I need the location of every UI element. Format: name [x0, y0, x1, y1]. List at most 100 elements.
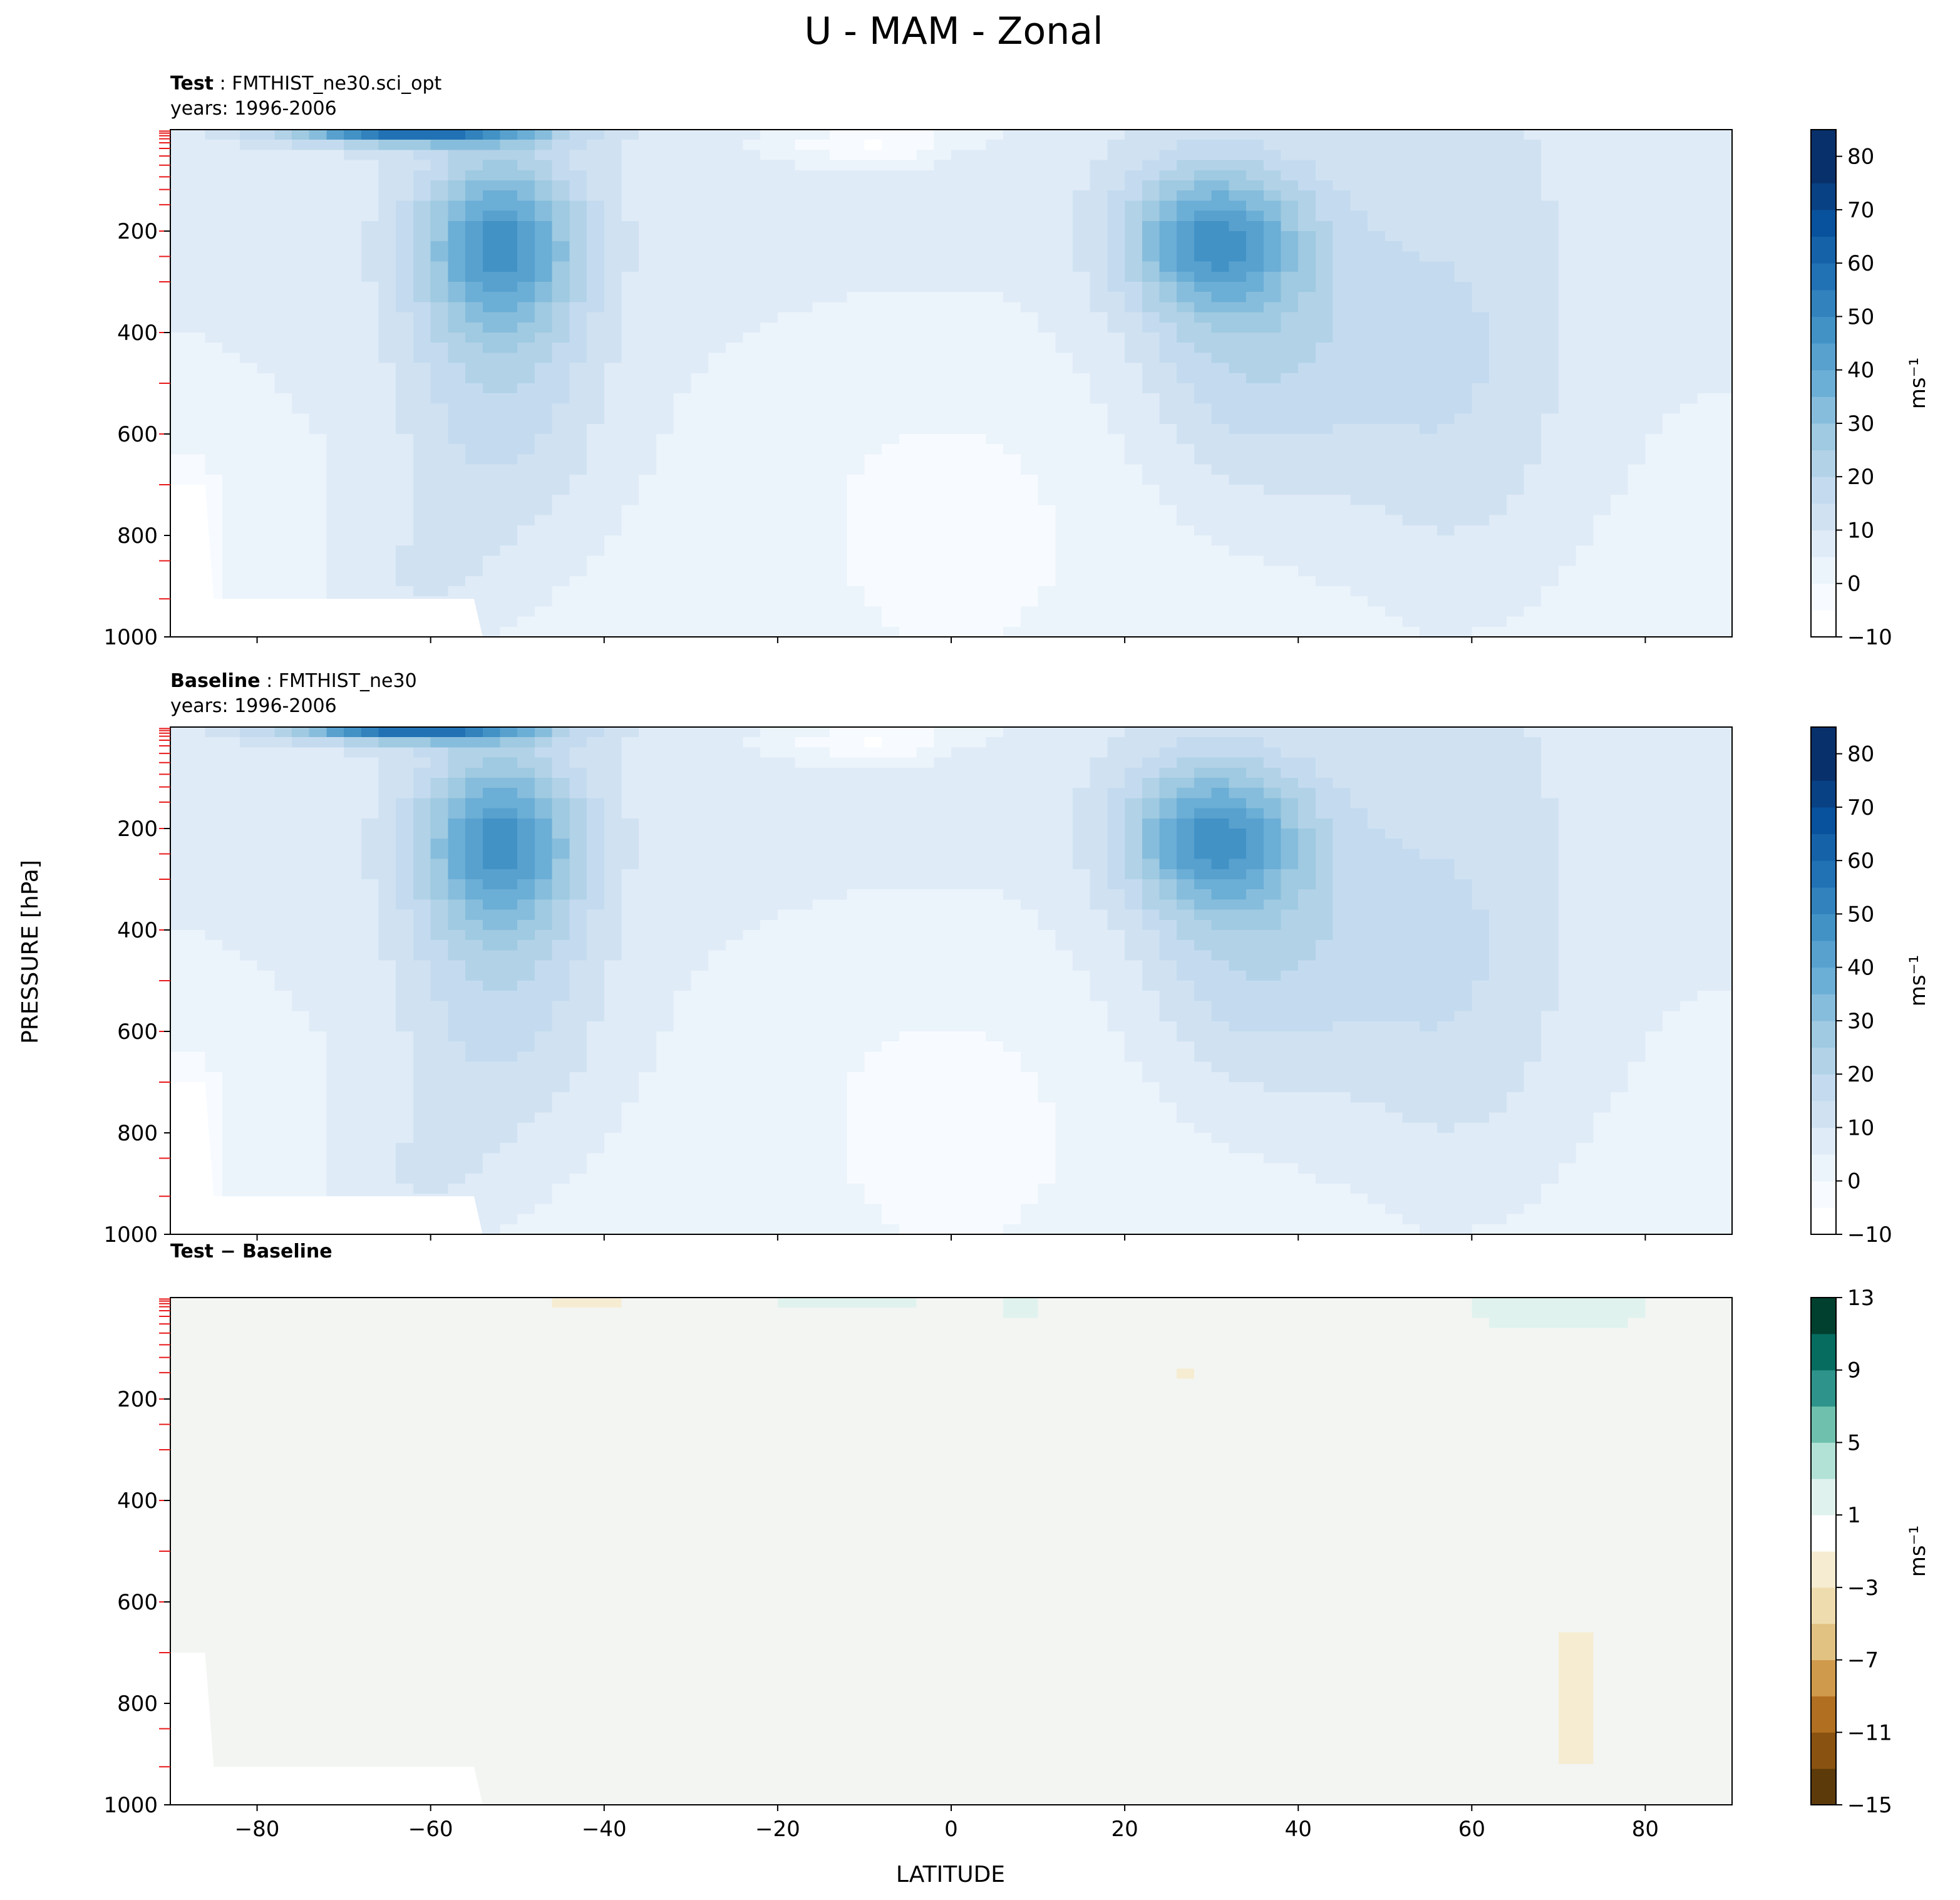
field-cell: [899, 616, 917, 627]
field-cell: [673, 505, 691, 516]
field-cell: [882, 302, 900, 313]
field-cell: [691, 282, 709, 292]
field-cell: [534, 606, 553, 617]
field-cell: [673, 160, 691, 171]
field-cell: [639, 302, 657, 313]
field-cell: [239, 505, 258, 516]
field-cell: [257, 970, 275, 981]
field-cell: [239, 312, 258, 323]
field-cell: [1003, 626, 1021, 638]
field-cell: [1541, 180, 1559, 191]
field-cell: [1090, 434, 1108, 445]
field-cell: [604, 343, 622, 353]
field-cell: [1315, 241, 1334, 252]
field-cell: [291, 383, 310, 394]
field-cell: [812, 525, 830, 536]
field-cell: [1159, 444, 1177, 455]
field-cell: [1350, 373, 1368, 384]
field-cell: [1020, 505, 1039, 516]
field-cell: [569, 606, 587, 617]
field-cell: [1090, 302, 1108, 313]
field-cell: [777, 596, 796, 607]
field-cell: [1142, 616, 1160, 627]
field-cell: [1090, 555, 1108, 567]
field-cell: [1211, 373, 1229, 384]
field-cell: [1489, 586, 1507, 597]
field-cell: [1281, 505, 1299, 516]
field-cell: [621, 495, 639, 505]
field-cell: [1003, 251, 1021, 262]
field-cell: [951, 200, 969, 212]
field-cell: [170, 210, 188, 222]
field-cell: [743, 383, 761, 394]
field-cell: [1194, 140, 1212, 150]
field-cell: [344, 444, 362, 455]
field-cell: [1611, 200, 1629, 212]
field-cell: [1679, 495, 1698, 505]
field-cell: [1524, 545, 1542, 556]
field-cell: [899, 383, 917, 394]
field-cell: [708, 261, 726, 272]
field-cell: [1593, 302, 1611, 313]
field-cell: [1436, 282, 1455, 292]
field-cell: [587, 200, 605, 212]
field-cell: [1194, 393, 1212, 404]
field-cell: [1107, 555, 1125, 567]
field-cell: [239, 930, 258, 941]
field-cell: [482, 535, 501, 546]
field-cell: [708, 353, 726, 364]
field-cell: [1611, 616, 1629, 627]
field-cell: [916, 444, 934, 455]
field-cell: [1645, 210, 1663, 222]
colorbar-band: [1811, 503, 1836, 530]
field-cell: [621, 606, 639, 617]
field-cell: [968, 586, 987, 597]
field-cell: [1159, 220, 1177, 232]
field-cell: [517, 322, 535, 333]
field-cell: [1038, 525, 1056, 536]
field-cell: [587, 586, 605, 597]
field-cell: [656, 170, 674, 181]
field-cell: [205, 778, 223, 788]
field-cell: [1385, 454, 1403, 465]
field-cell: [1420, 312, 1438, 323]
field-cell: [1072, 150, 1091, 161]
field-cell: [1315, 160, 1334, 171]
field-cell: [239, 889, 258, 900]
field-cell: [1177, 241, 1195, 252]
field-cell: [1315, 373, 1334, 384]
field-cell: [1229, 485, 1247, 495]
field-cell: [1454, 200, 1472, 212]
field-cell: [899, 545, 917, 556]
field-cell: [1436, 231, 1455, 242]
field-cell: [1350, 322, 1368, 333]
field-cell: [1107, 535, 1125, 546]
field-cell: [1611, 241, 1629, 252]
field-cell: [587, 393, 605, 404]
field-cell: [725, 353, 744, 364]
field-cell: [1489, 200, 1507, 212]
field-cell: [413, 190, 431, 201]
field-cell: [1611, 322, 1629, 333]
field-cell: [1576, 333, 1594, 343]
field-cell: [777, 454, 796, 465]
field-cell: [170, 889, 188, 900]
field-cell: [465, 515, 483, 526]
field-cell: [656, 413, 674, 425]
field-cell: [1263, 333, 1282, 343]
field-cell: [1020, 616, 1039, 627]
field-cell: [899, 170, 917, 181]
field-cell: [830, 505, 848, 516]
field-cell: [1211, 434, 1229, 445]
field-cell: [899, 150, 917, 161]
field-cell: [1506, 586, 1525, 597]
field-cell: [1576, 353, 1594, 364]
field-cell: [222, 140, 240, 150]
field-cell: [639, 130, 657, 140]
field-cell: [1159, 180, 1177, 191]
field-cell: [1454, 393, 1472, 404]
field-cell: [1298, 434, 1316, 445]
field-cell: [847, 241, 865, 252]
field-cell: [1142, 383, 1160, 394]
field-cell: [205, 485, 223, 495]
